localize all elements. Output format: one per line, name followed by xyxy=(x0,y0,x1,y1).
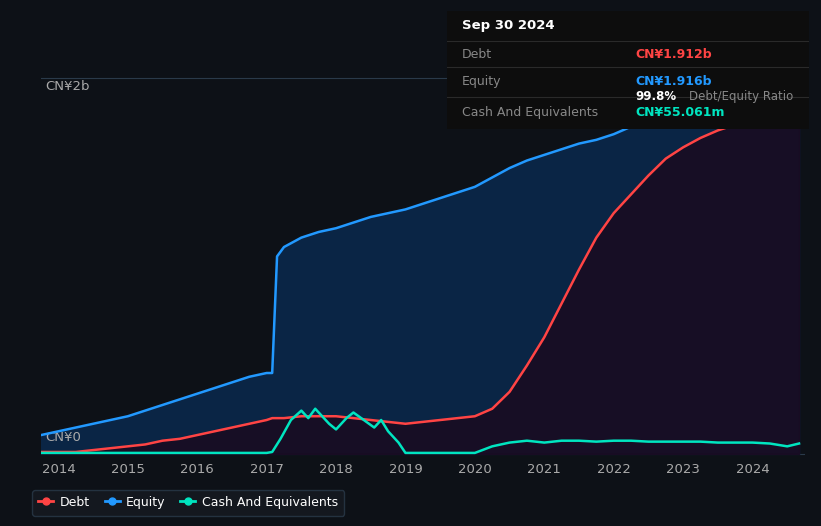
Text: 99.8%: 99.8% xyxy=(635,90,677,104)
Text: CN¥2b: CN¥2b xyxy=(45,80,89,93)
Text: Debt/Equity Ratio: Debt/Equity Ratio xyxy=(690,90,794,104)
Text: Cash And Equivalents: Cash And Equivalents xyxy=(462,106,598,119)
Text: CN¥1.916b: CN¥1.916b xyxy=(635,75,712,88)
Text: Sep 30 2024: Sep 30 2024 xyxy=(462,19,554,33)
Text: Debt: Debt xyxy=(462,48,492,61)
Text: CN¥55.061m: CN¥55.061m xyxy=(635,106,725,119)
Text: CN¥1.912b: CN¥1.912b xyxy=(635,48,712,61)
Text: CN¥0: CN¥0 xyxy=(45,431,80,444)
Text: Equity: Equity xyxy=(462,75,502,88)
Legend: Debt, Equity, Cash And Equivalents: Debt, Equity, Cash And Equivalents xyxy=(32,490,344,515)
